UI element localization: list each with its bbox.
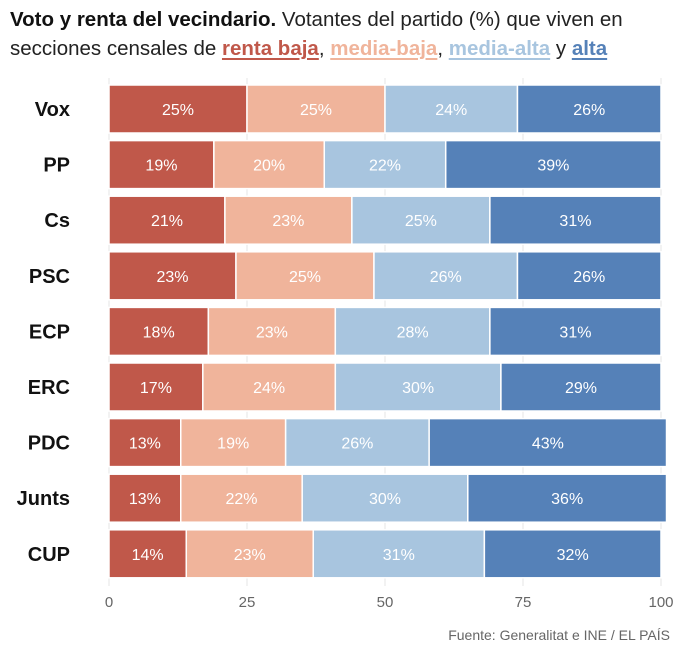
legend-alta: alta bbox=[571, 37, 608, 60]
data-label-cs-1: 23% bbox=[272, 213, 304, 230]
category-label-pdc: PDC bbox=[28, 433, 70, 455]
legend-media-baja: media-baja bbox=[330, 37, 438, 60]
x-tick-label-4: 100 bbox=[648, 594, 673, 611]
data-label-pp-0: 19% bbox=[145, 158, 177, 175]
bar-psc-2 bbox=[373, 251, 519, 301]
data-label-ecp-2: 28% bbox=[397, 324, 429, 341]
data-label-ecp-0: 18% bbox=[143, 324, 175, 341]
data-label-pdc-0: 13% bbox=[129, 436, 161, 453]
data-label-vox-0: 25% bbox=[162, 102, 194, 119]
data-label-erc-0: 17% bbox=[140, 380, 172, 397]
bar-erc-2 bbox=[334, 362, 502, 412]
bar-pp-3 bbox=[444, 139, 662, 190]
data-label-cs-3: 31% bbox=[559, 213, 591, 230]
data-label-pdc-2: 26% bbox=[341, 436, 373, 453]
chart-title: Voto y renta del vecindario. Votantes de… bbox=[10, 5, 670, 63]
data-label-junts-1: 22% bbox=[225, 491, 257, 508]
data-label-cs-2: 25% bbox=[405, 213, 437, 230]
data-label-psc-1: 25% bbox=[289, 269, 321, 286]
bar-pdc-3 bbox=[428, 417, 668, 468]
bar-erc-1 bbox=[202, 362, 337, 412]
bar-cup-1 bbox=[185, 529, 314, 579]
category-label-pp: PP bbox=[43, 155, 70, 177]
bar-ecp-2 bbox=[334, 306, 491, 357]
data-label-erc-1: 24% bbox=[253, 380, 285, 397]
bar-junts-2 bbox=[301, 473, 469, 523]
title-bold: Voto y renta del vecindario. bbox=[10, 8, 277, 31]
source-note: Fuente: Generalitat e INE / EL PAÍS bbox=[448, 627, 670, 643]
data-label-junts-2: 30% bbox=[369, 491, 401, 508]
data-label-vox-1: 25% bbox=[300, 102, 332, 119]
bar-psc-0 bbox=[108, 251, 237, 301]
bar-cup-2 bbox=[312, 529, 486, 579]
data-label-psc-0: 23% bbox=[156, 269, 188, 286]
bar-cs-3 bbox=[489, 195, 662, 245]
data-label-vox-2: 24% bbox=[435, 102, 467, 119]
bar-pdc-0 bbox=[108, 417, 182, 468]
category-label-vox: Vox bbox=[35, 99, 70, 121]
category-label-psc: PSC bbox=[29, 266, 70, 288]
x-tick-label-0: 0 bbox=[105, 594, 113, 611]
data-label-pdc-1: 19% bbox=[217, 436, 249, 453]
title-sep-2: , bbox=[437, 37, 449, 60]
data-label-pp-2: 22% bbox=[369, 158, 401, 175]
bar-erc-3 bbox=[500, 362, 662, 412]
data-label-erc-2: 30% bbox=[402, 380, 434, 397]
data-label-cs-0: 21% bbox=[151, 213, 183, 230]
data-label-cup-1: 23% bbox=[234, 547, 266, 564]
bar-junts-3 bbox=[467, 473, 668, 523]
data-label-cup-2: 31% bbox=[383, 547, 415, 564]
bar-pdc-1 bbox=[180, 417, 287, 468]
data-label-pp-3: 39% bbox=[537, 158, 569, 175]
data-label-junts-0: 13% bbox=[129, 491, 161, 508]
bar-pp-2 bbox=[323, 139, 447, 190]
bar-junts-1 bbox=[180, 473, 303, 523]
data-label-cup-3: 32% bbox=[557, 547, 589, 564]
category-label-junts: Junts bbox=[17, 488, 70, 510]
data-label-psc-2: 26% bbox=[430, 269, 462, 286]
bar-cup-3 bbox=[483, 529, 662, 579]
category-label-erc: ERC bbox=[28, 377, 70, 399]
data-label-pdc-3: 43% bbox=[532, 436, 564, 453]
bar-psc-3 bbox=[516, 251, 662, 301]
data-label-vox-3: 26% bbox=[573, 102, 605, 119]
x-tick-label-3: 75 bbox=[515, 594, 532, 611]
legend-renta-baja: renta baja bbox=[221, 37, 319, 60]
data-label-ecp-1: 23% bbox=[256, 324, 288, 341]
data-label-erc-3: 29% bbox=[565, 380, 597, 397]
x-tick-label-1: 25 bbox=[239, 594, 256, 611]
bar-pp-1 bbox=[213, 139, 326, 190]
bar-cs-2 bbox=[351, 195, 491, 245]
bar-cs-0 bbox=[108, 195, 226, 245]
bar-ecp-3 bbox=[489, 306, 662, 357]
bar-ecp-0 bbox=[108, 306, 210, 357]
data-label-psc-3: 26% bbox=[573, 269, 605, 286]
bar-vox-1 bbox=[246, 84, 386, 134]
title-sep-3: y bbox=[550, 37, 572, 60]
bar-vox-2 bbox=[384, 84, 519, 134]
bar-erc-0 bbox=[108, 362, 204, 412]
bar-pp-0 bbox=[108, 139, 215, 190]
data-label-pp-1: 20% bbox=[253, 158, 285, 175]
title-text: Votantes del partido (%) que viven en se… bbox=[10, 8, 623, 60]
bar-psc-1 bbox=[235, 251, 375, 301]
data-label-junts-3: 36% bbox=[551, 491, 583, 508]
category-label-cup: CUP bbox=[28, 544, 70, 566]
category-label-ecp: ECP bbox=[29, 321, 70, 343]
bar-vox-0 bbox=[108, 84, 248, 134]
x-tick-label-2: 50 bbox=[377, 594, 394, 611]
data-label-ecp-3: 31% bbox=[559, 324, 591, 341]
title-sep-1: , bbox=[318, 37, 331, 60]
bar-vox-3 bbox=[516, 84, 662, 134]
category-label-cs: Cs bbox=[44, 210, 70, 232]
legend-media-alta: media-alta bbox=[448, 37, 551, 60]
data-label-cup-0: 14% bbox=[132, 547, 164, 564]
